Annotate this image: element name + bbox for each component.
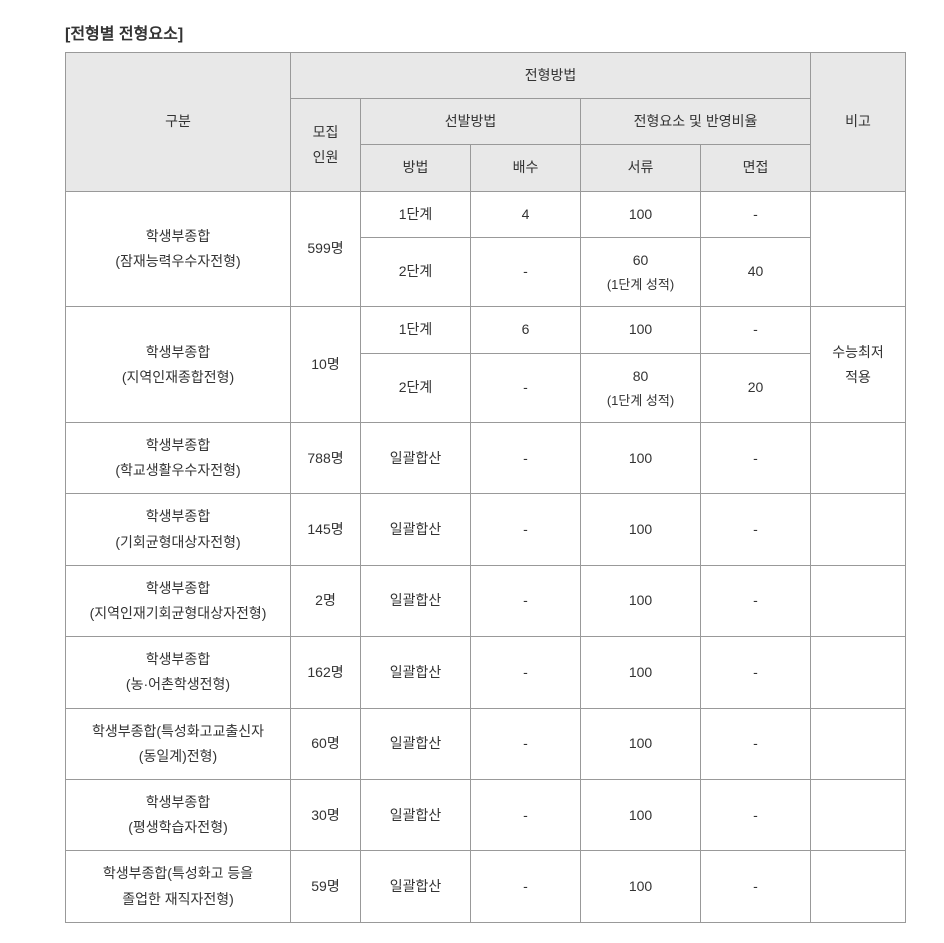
cell-interview: -: [701, 494, 811, 565]
cell-category: 학생부종합 (기회균형대상자전형): [66, 494, 291, 565]
table-row: 학생부종합 (지역인재종합전형) 10명 1단계 6 100 - 수능최저 적용: [66, 307, 906, 353]
table-row: 학생부종합 (지역인재기회균형대상자전형) 2명 일괄합산 - 100 -: [66, 565, 906, 636]
cell-method: 일괄합산: [361, 851, 471, 922]
cell-quota: 2명: [291, 565, 361, 636]
table-row: 학생부종합 (학교생활우수자전형) 788명 일괄합산 - 100 -: [66, 423, 906, 494]
cell-interview: -: [701, 851, 811, 922]
cell-interview: 40: [701, 237, 811, 307]
table-header: 구분 전형방법 비고 모집 인원 선발방법 전형요소 및 반영비율 방법 배수 …: [66, 53, 906, 192]
cell-multiplier: 4: [471, 191, 581, 237]
cell-remark: [811, 191, 906, 307]
cell-remark: [811, 851, 906, 922]
cell-quota: 10명: [291, 307, 361, 423]
cell-documents: 100: [581, 708, 701, 779]
cell-category: 학생부종합 (농·어촌학생전형): [66, 637, 291, 708]
cell-interview: 20: [701, 353, 811, 423]
cell-interview: -: [701, 307, 811, 353]
cell-interview: -: [701, 637, 811, 708]
cell-method: 일괄합산: [361, 565, 471, 636]
cell-multiplier: -: [471, 708, 581, 779]
cell-category: 학생부종합 (지역인재종합전형): [66, 307, 291, 423]
cell-interview: -: [701, 423, 811, 494]
header-selection: 선발방법: [361, 99, 581, 145]
cell-remark: [811, 565, 906, 636]
header-quota: 모집 인원: [291, 99, 361, 191]
cell-quota: 145명: [291, 494, 361, 565]
cell-category: 학생부종합 (지역인재기회균형대상자전형): [66, 565, 291, 636]
admission-table: 구분 전형방법 비고 모집 인원 선발방법 전형요소 및 반영비율 방법 배수 …: [65, 52, 906, 923]
cell-category: 학생부종합 (잠재능력우수자전형): [66, 191, 291, 307]
cell-multiplier: -: [471, 779, 581, 850]
cell-documents: 100: [581, 191, 701, 237]
cell-method: 일괄합산: [361, 779, 471, 850]
cell-multiplier: -: [471, 353, 581, 423]
cell-remark: [811, 708, 906, 779]
cell-method: 1단계: [361, 191, 471, 237]
cell-quota: 30명: [291, 779, 361, 850]
table-container: 구분 전형방법 비고 모집 인원 선발방법 전형요소 및 반영비율 방법 배수 …: [65, 52, 879, 923]
cell-documents: 100: [581, 851, 701, 922]
cell-method: 일괄합산: [361, 708, 471, 779]
cell-method: 일괄합산: [361, 423, 471, 494]
header-category: 구분: [66, 53, 291, 192]
header-interview: 면접: [701, 145, 811, 191]
cell-category: 학생부종합 (학교생활우수자전형): [66, 423, 291, 494]
table-row: 학생부종합(특성화고 등을 졸업한 재직자전형) 59명 일괄합산 - 100 …: [66, 851, 906, 922]
cell-multiplier: -: [471, 237, 581, 307]
cell-quota: 599명: [291, 191, 361, 307]
cell-multiplier: -: [471, 637, 581, 708]
cell-quota: 59명: [291, 851, 361, 922]
table-row: 학생부종합 (농·어촌학생전형) 162명 일괄합산 - 100 -: [66, 637, 906, 708]
cell-quota: 60명: [291, 708, 361, 779]
cell-category: 학생부종합(특성화고교출신자 (동일계)전형): [66, 708, 291, 779]
cell-multiplier: -: [471, 851, 581, 922]
header-remark: 비고: [811, 53, 906, 192]
cell-documents: 100: [581, 637, 701, 708]
cell-documents: 100: [581, 779, 701, 850]
cell-multiplier: -: [471, 423, 581, 494]
cell-method: 일괄합산: [361, 637, 471, 708]
cell-interview: -: [701, 779, 811, 850]
cell-interview: -: [701, 565, 811, 636]
cell-documents: 60 (1단계 성적): [581, 237, 701, 307]
cell-method: 1단계: [361, 307, 471, 353]
cell-interview: -: [701, 708, 811, 779]
header-documents: 서류: [581, 145, 701, 191]
cell-documents: 100: [581, 494, 701, 565]
cell-multiplier: -: [471, 565, 581, 636]
header-multiplier: 배수: [471, 145, 581, 191]
cell-category: 학생부종합 (평생학습자전형): [66, 779, 291, 850]
table-row: 학생부종합 (잠재능력우수자전형) 599명 1단계 4 100 -: [66, 191, 906, 237]
cell-remark: [811, 423, 906, 494]
header-selection-method: 전형방법: [291, 53, 811, 99]
cell-quota: 788명: [291, 423, 361, 494]
cell-method: 2단계: [361, 353, 471, 423]
cell-method: 일괄합산: [361, 494, 471, 565]
cell-documents: 100: [581, 307, 701, 353]
table-body: 학생부종합 (잠재능력우수자전형) 599명 1단계 4 100 - 2단계 -…: [66, 191, 906, 922]
cell-documents: 100: [581, 565, 701, 636]
cell-multiplier: -: [471, 494, 581, 565]
table-row: 학생부종합 (기회균형대상자전형) 145명 일괄합산 - 100 -: [66, 494, 906, 565]
table-row: 학생부종합 (평생학습자전형) 30명 일괄합산 - 100 -: [66, 779, 906, 850]
cell-remark: [811, 494, 906, 565]
table-row: 학생부종합(특성화고교출신자 (동일계)전형) 60명 일괄합산 - 100 -: [66, 708, 906, 779]
cell-multiplier: 6: [471, 307, 581, 353]
cell-remark: [811, 779, 906, 850]
cell-remark: [811, 637, 906, 708]
cell-remark: 수능최저 적용: [811, 307, 906, 423]
cell-quota: 162명: [291, 637, 361, 708]
cell-method: 2단계: [361, 237, 471, 307]
cell-documents: 80 (1단계 성적): [581, 353, 701, 423]
cell-interview: -: [701, 191, 811, 237]
header-method: 방법: [361, 145, 471, 191]
cell-documents: 100: [581, 423, 701, 494]
header-element-ratio: 전형요소 및 반영비율: [581, 99, 811, 145]
section-title: [전형별 전형요소]: [65, 20, 924, 44]
cell-category: 학생부종합(특성화고 등을 졸업한 재직자전형): [66, 851, 291, 922]
